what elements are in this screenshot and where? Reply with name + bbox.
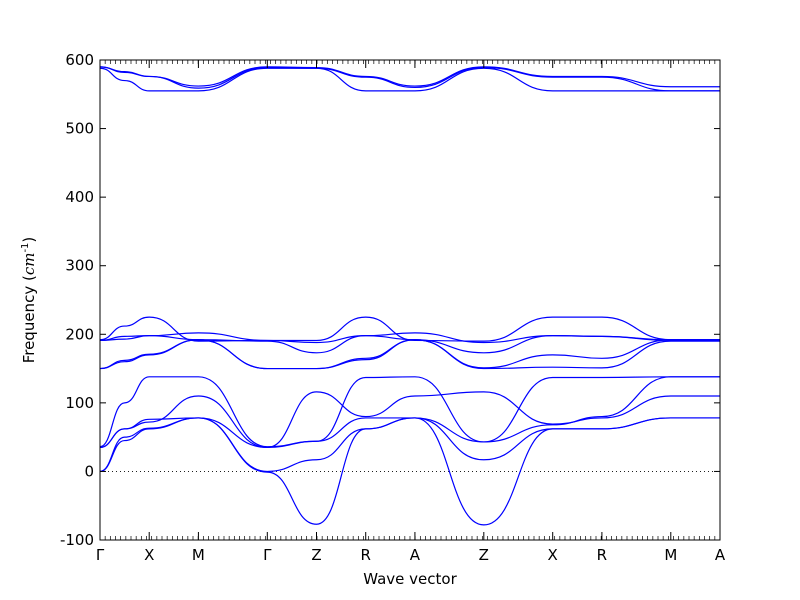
band-line-4 bbox=[99, 391, 720, 449]
x-tick-label: Γ bbox=[96, 546, 105, 564]
x-tick-label: R bbox=[360, 546, 370, 564]
x-tick-label: A bbox=[410, 546, 421, 564]
y-tick-label: 200 bbox=[65, 325, 94, 343]
band-line-2 bbox=[99, 417, 720, 526]
y-tick-label: 100 bbox=[65, 394, 94, 412]
band-line-5 bbox=[99, 376, 720, 448]
y-tick-label: 500 bbox=[65, 120, 94, 138]
x-tick-label: R bbox=[597, 546, 607, 564]
x-tick-label: X bbox=[548, 546, 558, 564]
x-tick-label: Γ bbox=[263, 546, 272, 564]
y-tick-label: 0 bbox=[84, 462, 94, 480]
x-tick-label: M bbox=[664, 546, 677, 564]
x-tick-label: Z bbox=[311, 546, 321, 564]
y-tick-label: 600 bbox=[65, 51, 94, 69]
y-tick-label: 300 bbox=[65, 257, 94, 275]
band-line-3 bbox=[99, 376, 720, 449]
x-tick-label: X bbox=[144, 546, 154, 564]
band-line-8 bbox=[99, 335, 720, 354]
x-tick-label: A bbox=[715, 546, 726, 564]
y-tick-label: 400 bbox=[65, 188, 94, 206]
plot-frame bbox=[99, 59, 721, 541]
y-axis-label: Frequency (cm-1) bbox=[20, 237, 38, 364]
band-line-10 bbox=[99, 316, 720, 342]
x-tick-label: Z bbox=[479, 546, 489, 564]
band-line-9 bbox=[99, 332, 720, 344]
band-line-11 bbox=[99, 67, 720, 92]
y-tick-label: -100 bbox=[60, 531, 94, 549]
x-tick-label: M bbox=[192, 546, 205, 564]
band-line-13 bbox=[99, 66, 720, 88]
band-line-7 bbox=[99, 339, 720, 370]
x-axis-label: Wave vector bbox=[363, 570, 457, 588]
